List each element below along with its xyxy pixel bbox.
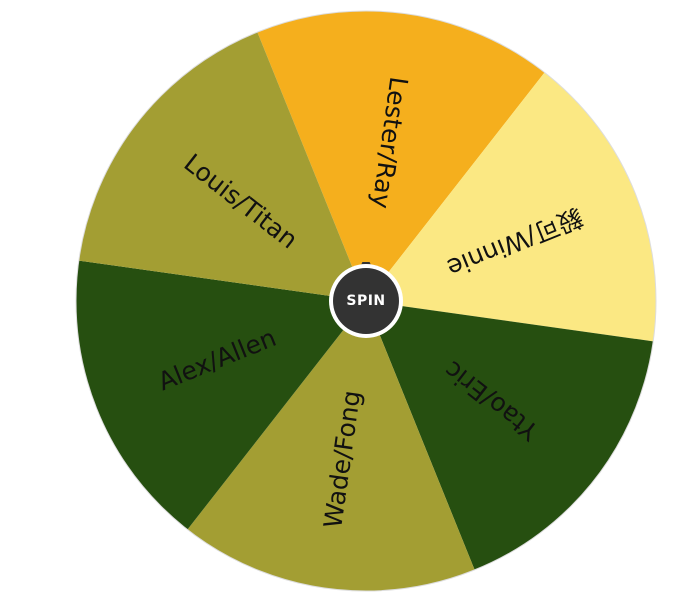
- wheel-segment[interactable]: [257, 11, 545, 302]
- spin-button[interactable]: SPIN: [327, 262, 405, 340]
- wheel-segment[interactable]: [366, 301, 654, 570]
- wheel-segment[interactable]: [78, 32, 366, 302]
- hub-center: [333, 268, 399, 334]
- wheel-segment[interactable]: [187, 301, 475, 591]
- spin-hub: [329, 262, 403, 338]
- wheel-rim: [75, 10, 657, 592]
- wheel-segment[interactable]: [366, 72, 657, 342]
- wheel-segment[interactable]: [75, 260, 367, 530]
- spin-label: SPIN: [346, 293, 386, 309]
- wheel-segments: [75, 10, 657, 592]
